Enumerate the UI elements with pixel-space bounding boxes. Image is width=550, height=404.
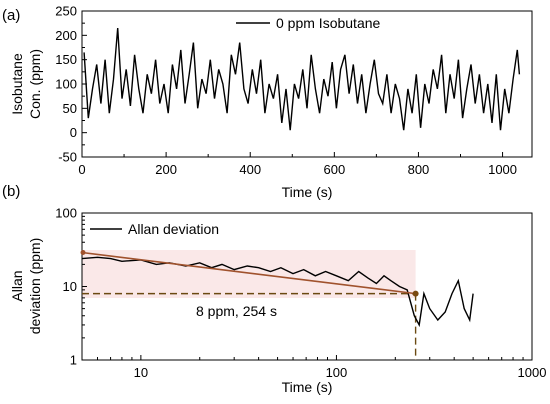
panel-b-label: (b): [2, 183, 20, 200]
panel-a-y-axis-label-line1: Isobutane: [9, 53, 25, 115]
panel-b-y-axis-label-line1: Allan: [9, 270, 25, 301]
panel-a-y-tick-label: 100: [55, 77, 77, 92]
panel-b-x-tick-label: 1000: [518, 365, 547, 380]
panel-a-label: (a): [2, 7, 20, 24]
panel-b-ticks: 10 100 1000 1 10 100: [55, 206, 546, 381]
panel-a-y-tick-label: 50: [63, 101, 77, 116]
panel-a-y-tick-label: 150: [55, 52, 77, 67]
panel-b-y-tick-label: 1: [70, 353, 77, 368]
panel-b-fit-start-marker: [80, 250, 86, 256]
panel-b-x-tick-label: 100: [326, 365, 348, 380]
panel-b-fit-line: [81, 251, 416, 295]
panel-a-x-axis-label: Time (s): [282, 184, 333, 200]
panel-b-y-axis-label-line2: deviation (ppm): [27, 238, 43, 335]
panel-a-y-tick-label: 0: [70, 125, 77, 140]
panel-a-x-tick-label: 400: [239, 162, 261, 177]
panel-a-series-line: [83, 27, 521, 131]
panel-a-x-tick-label: 800: [408, 162, 430, 177]
panel-b-highlight-band: [82, 250, 416, 298]
panel-b-x-tick-label: 10: [134, 365, 148, 380]
panel-b-y-tick-label: 10: [63, 279, 77, 294]
panel-b-y-tick-label: 100: [55, 206, 77, 221]
panel-a-y-tick-label: 250: [55, 4, 77, 19]
panel-b-legend-label: Allan deviation: [128, 221, 219, 237]
panel-a-x-tick-label: 600: [323, 162, 345, 177]
panel-a-x-tick-label: 0: [78, 162, 85, 177]
panel-a-x-tick-label: 200: [155, 162, 177, 177]
panel-b-x-axis-label: Time (s): [282, 379, 333, 395]
panel-b-annotation: 8 ppm, 254 s: [196, 303, 277, 319]
panel-a-y-axis-label-line2: Con. (ppm): [27, 49, 43, 119]
panel-a-x-tick-label: 1000: [488, 162, 517, 177]
panel-a-legend-label: 0 ppm Isobutane: [276, 15, 381, 31]
panel-a-y-tick-label: 200: [55, 28, 77, 43]
panel-b-marked-point: [412, 290, 419, 297]
panel-a-y-tick-label: -50: [58, 150, 77, 165]
